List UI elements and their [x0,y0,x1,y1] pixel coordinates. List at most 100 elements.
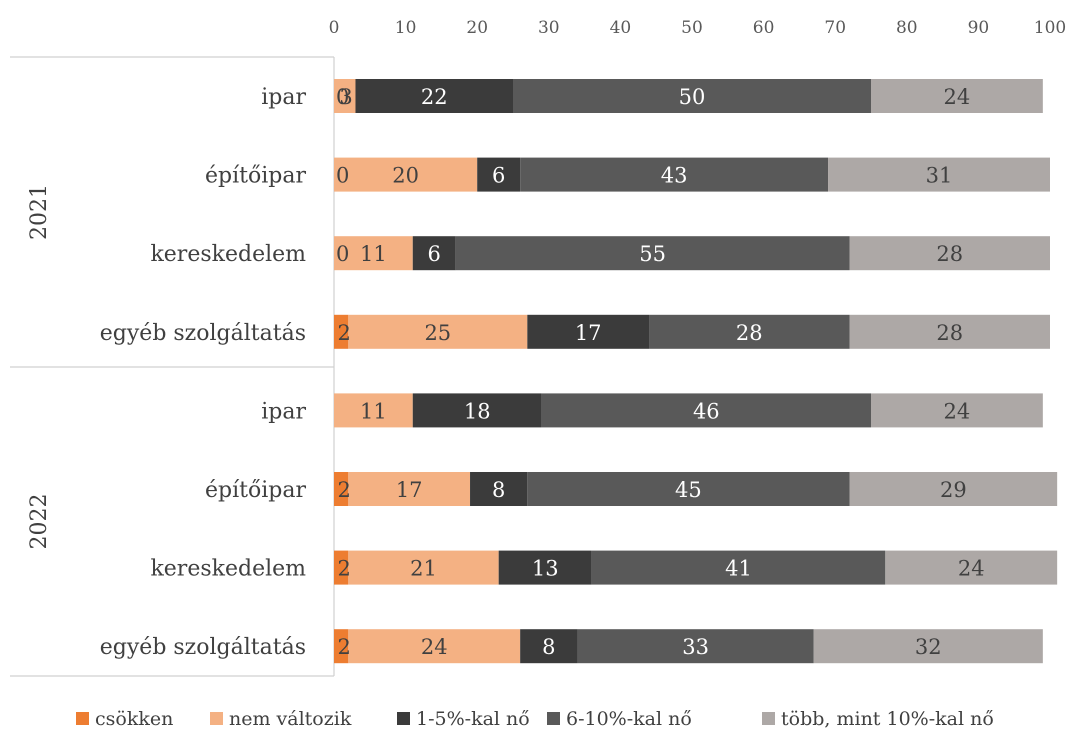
legend-label: 6-10%-kal nő [566,708,692,730]
legend-swatch [76,712,89,725]
bar-segment [828,157,1050,192]
bar-segment [334,314,349,349]
x-tick-label: 20 [466,18,488,38]
category-label: ipar [261,399,306,424]
data-label: 33 [682,635,709,659]
x-tick-label: 60 [753,18,775,38]
data-label: 20 [392,164,419,188]
data-label: 43 [661,164,688,188]
bar-segment [849,236,1050,271]
legend-swatch [762,712,775,725]
data-label: 32 [915,635,942,659]
bar-segment [541,393,871,428]
data-label: 2 [337,478,350,502]
bar-segment [520,629,578,664]
data-label: 45 [675,478,702,502]
bar-segment [577,629,814,664]
bars [334,79,1058,664]
legend-label: több, mint 10%-kal nő [781,708,994,730]
group-label-year: 2022 [27,494,52,550]
bar-segment [871,393,1043,428]
bar-segment [649,314,850,349]
data-label: 6 [428,242,441,266]
data-label: 46 [693,399,720,423]
bar-segment [412,393,542,428]
data-label: 50 [679,85,706,109]
category-label: építőipar [205,164,306,189]
bar-segment [477,157,521,192]
bar-segment [348,472,471,506]
data-label: 17 [575,321,602,345]
bar-segment [334,629,349,664]
x-tick-label: 90 [968,18,990,38]
x-tick-label: 30 [538,18,560,38]
bar-segment [334,550,349,585]
legend: csökken nem változik 1-5%-kal nő 6-10%-kal … [76,708,994,730]
bar-segment [334,393,413,428]
bar-segment [334,472,349,506]
x-tick-label: 50 [681,18,703,38]
bar-segment [412,236,456,271]
data-label: 28 [736,321,763,345]
data-label: 11 [360,399,387,423]
bar-segment [348,629,521,664]
data-label: 17 [396,478,423,502]
bar-segment [527,314,650,349]
x-tick-label: 70 [824,18,846,38]
bar-segment [348,314,528,349]
data-label: 41 [725,557,752,581]
category-label: kereskedelem [150,242,306,267]
legend-label: 1-5%-kal nő [416,708,530,730]
category-label: kereskedelem [150,557,306,582]
x-tick-label: 10 [395,18,417,38]
data-label: 21 [410,557,437,581]
legend-swatch [397,712,410,725]
bar-segment [520,157,829,192]
group-labels: 2021 2022 [27,184,52,550]
bar-segment [455,236,850,271]
legend-label: nem változik [229,708,352,730]
data-label: 11 [360,242,387,266]
bar-segment [334,79,356,113]
data-label: 28 [936,242,963,266]
x-tick-label: 0 [329,18,340,38]
data-label: 24 [944,85,971,109]
x-tick-label: 40 [610,18,632,38]
data-label: 2 [337,635,350,659]
data-label: 29 [940,478,967,502]
x-tick-label: 100 [1034,18,1066,38]
data-label: 2 [337,321,350,345]
bar-segment [871,79,1043,113]
bar-segment [470,472,528,506]
category-label: építőipar [205,478,306,503]
category-label: egyéb szolgáltatás [100,635,306,660]
data-label: 31 [926,164,953,188]
category-axis-lines [10,56,335,677]
data-label: 55 [639,242,666,266]
bar-segment [498,550,592,585]
bar-segment [849,472,1058,506]
data-label: 24 [958,557,985,581]
legend-swatch [210,712,223,725]
bar-segment [334,157,478,192]
bar-segment [885,550,1058,585]
data-label: 0 [336,85,349,109]
data-label: 13 [532,557,559,581]
bar-segment [513,79,871,113]
data-label: 0 [336,164,349,188]
bar-segment [813,629,1043,664]
bar-segment [527,472,850,506]
data-label: 3 [339,85,352,109]
data-label: 6 [492,164,505,188]
legend-label: csökken [95,708,173,730]
bar-segment [348,550,499,585]
data-label: 18 [464,399,491,423]
x-axis-ticks: 0 10 20 30 40 50 60 70 80 90 100 [329,18,1067,38]
data-label: 8 [542,635,555,659]
data-label: 28 [936,321,963,345]
bar-segment [334,236,413,271]
data-label: 8 [492,478,505,502]
data-label: 0 [336,242,349,266]
